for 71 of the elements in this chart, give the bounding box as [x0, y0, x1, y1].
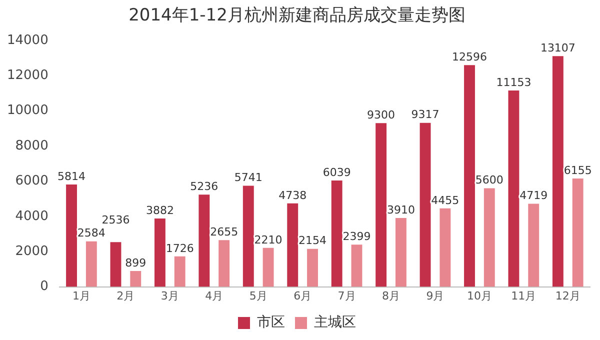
- data-label: 4719: [520, 189, 548, 202]
- data-label: 9300: [367, 108, 396, 122]
- x-tick-label: 9月: [426, 289, 444, 302]
- bar: [154, 218, 166, 287]
- data-label: 2154: [298, 234, 327, 248]
- data-label: 5741: [234, 171, 262, 184]
- bar: [508, 90, 520, 287]
- bar: [218, 240, 230, 287]
- y-tick-label: 14000: [6, 32, 48, 48]
- data-label: 2584: [77, 226, 106, 240]
- data-label: 11153: [496, 76, 532, 89]
- data-label: 9317: [411, 108, 440, 122]
- bar: [351, 244, 362, 287]
- data-label: 2399: [342, 230, 371, 243]
- data-label: 3910: [386, 203, 415, 216]
- bar: [528, 204, 540, 287]
- bar: [262, 248, 274, 287]
- chart-title: 2014年1-12月杭州新建商品房成交量走势图: [128, 6, 466, 26]
- y-tick-label: 12000: [6, 68, 48, 83]
- x-tick-label: 2月: [116, 289, 135, 302]
- y-tick-label: 4000: [15, 208, 48, 224]
- x-tick-label: 6月: [294, 289, 312, 302]
- y-tick-label: 8000: [15, 138, 48, 154]
- legend-label: 主城区: [314, 314, 356, 331]
- data-label: 12596: [452, 50, 487, 64]
- x-tick-label: 7月: [338, 289, 356, 302]
- bar: [552, 56, 564, 287]
- bar: [66, 184, 77, 287]
- bar: [307, 248, 318, 287]
- x-tick-label: 11月: [511, 289, 536, 302]
- bar: [287, 203, 298, 287]
- bar: [110, 242, 122, 287]
- y-tick-label: 6000: [15, 174, 48, 189]
- bar: [130, 270, 142, 287]
- data-label: 5814: [58, 170, 86, 183]
- x-tick-label: 10月: [466, 289, 492, 302]
- bar: [420, 122, 431, 287]
- bar: [376, 123, 387, 287]
- bar: [484, 188, 495, 287]
- x-tick-label: 12月: [555, 289, 580, 302]
- y-tick-label: 0: [40, 279, 48, 294]
- data-label: 6155: [564, 164, 592, 177]
- y-tick-label: 10000: [6, 103, 48, 118]
- bar: [572, 178, 584, 287]
- data-label: 4738: [278, 188, 307, 202]
- data-label: 5600: [475, 174, 504, 187]
- bar: [242, 186, 254, 287]
- data-label: 13107: [540, 41, 576, 54]
- x-tick-label: 4月: [205, 289, 224, 302]
- legend-label: 市区: [257, 314, 285, 331]
- x-tick-label: 8月: [382, 289, 400, 302]
- bar: [464, 65, 475, 287]
- data-label: 2210: [254, 233, 282, 246]
- bar: [440, 208, 451, 287]
- bar: [86, 241, 97, 287]
- data-label: 6039: [322, 166, 351, 179]
- data-label: 1726: [166, 242, 194, 255]
- data-label: 5236: [190, 180, 218, 194]
- bar: [395, 218, 406, 287]
- data-label: 4455: [431, 194, 460, 207]
- bar: [331, 180, 342, 287]
- data-label: 3882: [146, 204, 174, 217]
- bar: [198, 194, 210, 287]
- data-label: 2655: [210, 225, 238, 238]
- data-label: 2536: [102, 214, 130, 227]
- data-label: 899: [125, 256, 146, 270]
- x-tick-label: 5月: [249, 289, 268, 302]
- bar: [174, 256, 186, 287]
- x-tick-label: 1月: [72, 289, 90, 302]
- y-tick-label: 2000: [15, 244, 48, 259]
- x-tick-label: 3月: [160, 289, 179, 302]
